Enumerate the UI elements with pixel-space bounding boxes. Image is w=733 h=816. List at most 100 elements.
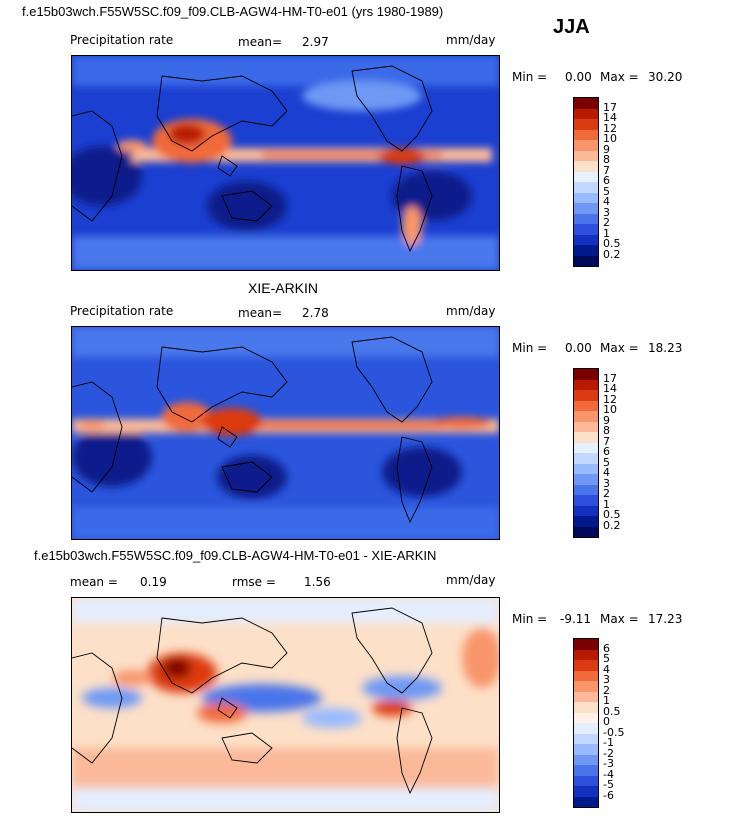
panel-1-min-label: Min = (512, 70, 548, 84)
colorbar-tick-label: -1 (603, 736, 614, 749)
panel-1-colorbar (573, 97, 599, 267)
colorbar-tick-label: -2 (603, 746, 614, 760)
colorbar-swatch (574, 390, 598, 401)
colorbar-tick-label: 5 (603, 652, 610, 665)
panel-3-mean-value: 0.19 (140, 575, 167, 589)
colorbar-swatch (574, 723, 598, 734)
panel-3-rmse-label: rmse = (232, 575, 276, 589)
panel-1-title: f.e15b03wch.F55W5SC.f09_f09.CLB-AGW4-HM-… (22, 4, 444, 19)
panel-1-mean-value: 2.97 (302, 35, 329, 49)
colorbar-tick-label: 0 (603, 715, 610, 728)
colorbar-tick-label: 6 (603, 174, 610, 187)
panel-3-min-value: -9.11 (560, 612, 592, 626)
colorbar-swatch (574, 432, 598, 443)
colorbar-tick-label: 7 (603, 163, 610, 177)
colorbar-tick-label: 10 (603, 132, 617, 145)
panel-3-map (71, 597, 500, 813)
panel-2-mean-value: 2.78 (302, 306, 329, 320)
colorbar-swatch (574, 463, 598, 474)
panel-2-mean-label: mean= (238, 306, 283, 320)
panel-3-units: mm/day (446, 573, 496, 587)
colorbar-tick-label: 2 (603, 683, 610, 697)
colorbar-swatch (574, 245, 598, 256)
panel-2-min-label: Min = (512, 341, 548, 355)
panel-2-max-label: Max = (600, 341, 639, 355)
colorbar-swatch (574, 369, 598, 380)
colorbar-swatch (574, 516, 598, 527)
panel-1-max-value: 30.20 (648, 70, 683, 84)
panel-1-units: mm/day (446, 33, 496, 47)
colorbar-swatch (574, 712, 598, 723)
panel-2-colorbar (573, 368, 599, 538)
colorbar-swatch (574, 192, 598, 203)
colorbar-swatch (574, 775, 598, 786)
panel-1-colorbar-labels: 17 14 12 10 9 8 7 6 5 4 3 2 1 0.5 0.2 (603, 97, 643, 265)
colorbar-swatch (574, 255, 598, 266)
colorbar-tick-label: 4 (603, 466, 610, 479)
colorbar-swatch (574, 400, 598, 411)
season-label: JJA (553, 16, 590, 38)
panel-2-title: XIE-ARKIN (248, 280, 319, 296)
colorbar-tick-label: 2 (603, 216, 610, 229)
colorbar-swatch (574, 744, 598, 755)
colorbar-tick-label: 17 (603, 100, 617, 114)
colorbar-tick-label: -3 (603, 757, 614, 770)
colorbar-swatch (574, 182, 598, 193)
colorbar-swatch (574, 203, 598, 214)
colorbar-tick-label: 1 (603, 694, 610, 707)
colorbar-tick-label: 5 (603, 184, 610, 198)
colorbar-tick-label: 0.2 (603, 247, 621, 261)
colorbar-tick-label: 0.5 (603, 704, 621, 718)
colorbar-tick-label: 1 (603, 226, 610, 240)
colorbar-tick-label: -0.5 (603, 725, 625, 739)
panel-3-max-label: Max = (600, 612, 639, 626)
colorbar-swatch (574, 453, 598, 464)
panel-1-variable-label: Precipitation rate (70, 33, 174, 47)
colorbar-swatch (574, 681, 598, 692)
colorbar-tick-label: 2 (603, 487, 610, 500)
colorbar-tick-label: 12 (603, 392, 617, 406)
panel-3-mean-label: mean = (70, 575, 118, 589)
colorbar-swatch (574, 129, 598, 140)
colorbar-tick-label: 8 (603, 153, 610, 166)
panel-2-min-value: 0.00 (565, 341, 592, 355)
colorbar-tick-label: 3 (603, 673, 610, 686)
colorbar-swatch (574, 754, 598, 765)
colorbar-swatch (574, 213, 598, 224)
colorbar-swatch (574, 474, 598, 485)
colorbar-swatch (574, 119, 598, 130)
panel-2-units: mm/day (446, 304, 496, 318)
colorbar-swatch (574, 421, 598, 432)
colorbar-tick-label: 9 (603, 413, 610, 427)
panel-1-mean-label: mean= (238, 35, 283, 49)
colorbar-swatch (574, 224, 598, 235)
colorbar-swatch (574, 140, 598, 151)
panel-3-title: f.e15b03wch.F55W5SC.f09_f09.CLB-AGW4-HM-… (34, 548, 437, 563)
panel-3-max-value: 17.23 (648, 612, 683, 626)
colorbar-swatch (574, 660, 598, 671)
colorbar-swatch (574, 691, 598, 702)
colorbar-swatch (574, 411, 598, 422)
colorbar-tick-label: -4 (603, 767, 614, 781)
colorbar-tick-label: 4 (603, 195, 610, 208)
colorbar-tick-label: 0.5 (603, 237, 621, 250)
colorbar-tick-label: 6 (603, 641, 610, 655)
colorbar-swatch (574, 484, 598, 495)
panel-3-rmse-value: 1.56 (304, 575, 331, 589)
colorbar-swatch (574, 150, 598, 161)
panel-3-colorbar (573, 638, 599, 808)
colorbar-swatch (574, 161, 598, 172)
colorbar-swatch (574, 796, 598, 807)
panel-3-colorbar-labels: 6 5 4 3 2 1 0.5 0 -0.5 -1 -2 -3 -4 -5 -6 (603, 638, 643, 806)
colorbar-tick-label: 6 (603, 445, 610, 458)
colorbar-swatch (574, 639, 598, 650)
colorbar-swatch (574, 108, 598, 119)
panel-1-min-value: 0.00 (565, 70, 592, 84)
colorbar-tick-label: 17 (603, 371, 617, 385)
colorbar-swatch (574, 733, 598, 744)
colorbar-swatch (574, 379, 598, 390)
colorbar-tick-label: 9 (603, 142, 610, 156)
colorbar-swatch (574, 505, 598, 516)
colorbar-tick-label: 4 (603, 662, 610, 676)
colorbar-swatch (574, 765, 598, 776)
